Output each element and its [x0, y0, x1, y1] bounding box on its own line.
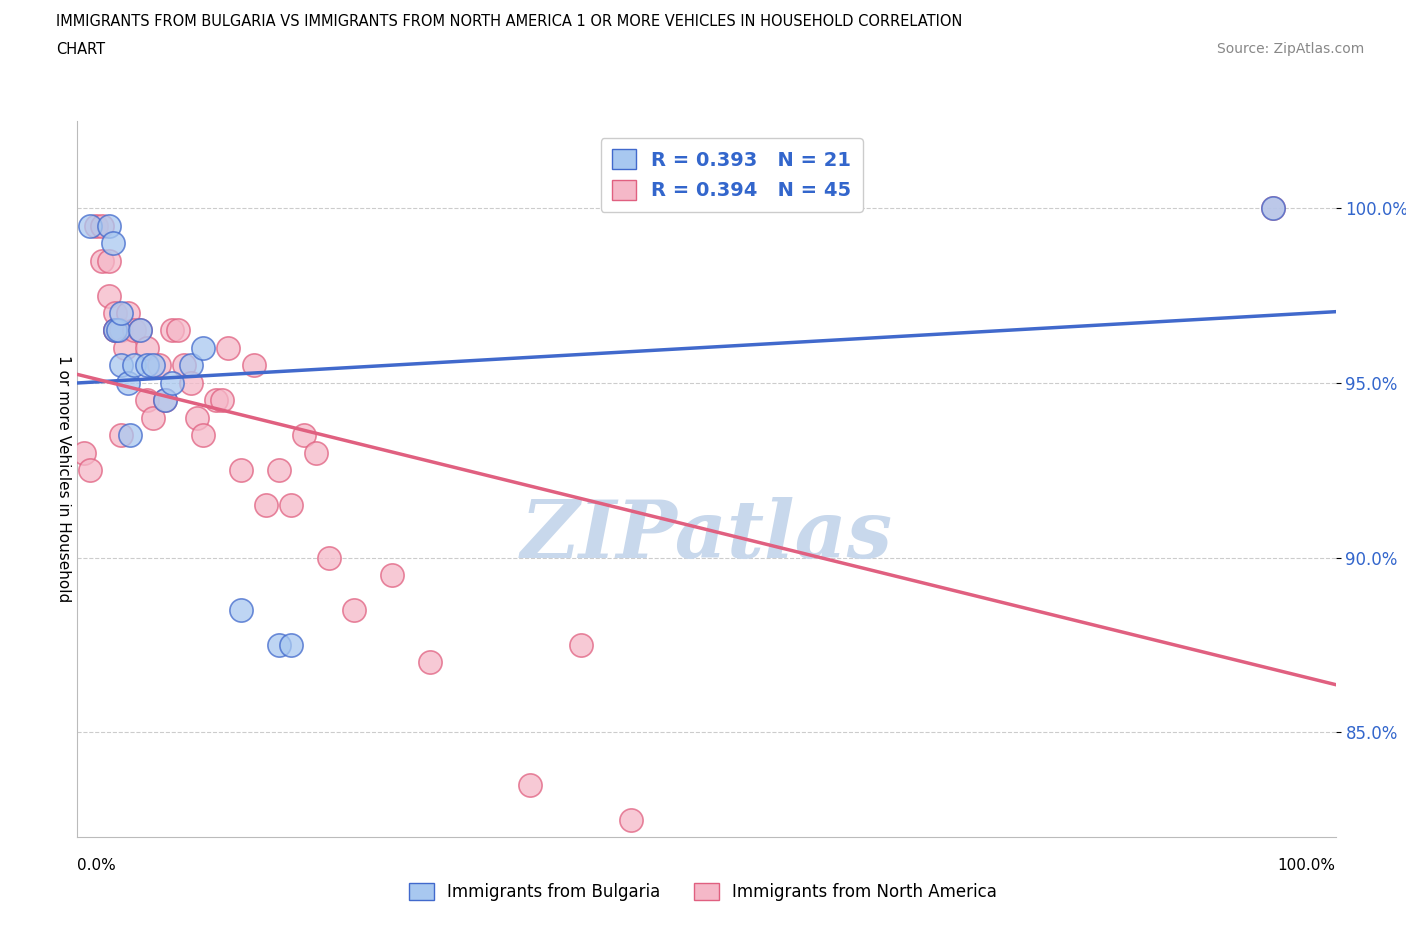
Point — [180, 376, 202, 391]
Point — [519, 777, 541, 792]
Text: IMMIGRANTS FROM BULGARIA VS IMMIGRANTS FROM NORTH AMERICA 1 OR MORE VEHICLES IN : IMMIGRANTS FROM BULGARIA VS IMMIGRANTS F… — [56, 14, 963, 29]
Point — [305, 445, 328, 460]
Point — [135, 392, 157, 407]
Point — [204, 392, 226, 407]
Point — [79, 463, 101, 478]
Text: 100.0%: 100.0% — [1278, 857, 1336, 872]
Point — [173, 358, 195, 373]
Point — [343, 603, 366, 618]
Legend: R = 0.393   N = 21, R = 0.394   N = 45: R = 0.393 N = 21, R = 0.394 N = 45 — [600, 138, 863, 212]
Point — [129, 323, 152, 338]
Point — [569, 637, 592, 652]
Point — [110, 428, 132, 443]
Point — [155, 392, 177, 407]
Point — [292, 428, 315, 443]
Point — [101, 235, 124, 250]
Point — [211, 392, 233, 407]
Point — [97, 219, 120, 233]
Point — [229, 603, 252, 618]
Text: ZIPatlas: ZIPatlas — [520, 498, 893, 575]
Point — [1261, 201, 1284, 216]
Y-axis label: 1 or more Vehicles in Household: 1 or more Vehicles in Household — [56, 355, 72, 603]
Point — [419, 655, 441, 670]
Point — [122, 358, 145, 373]
Point — [114, 340, 136, 355]
Point — [117, 376, 139, 391]
Point — [79, 219, 101, 233]
Point — [122, 323, 145, 338]
Point — [110, 306, 132, 321]
Legend: Immigrants from Bulgaria, Immigrants from North America: Immigrants from Bulgaria, Immigrants fro… — [402, 876, 1004, 908]
Point — [142, 410, 165, 425]
Point — [104, 323, 127, 338]
Text: Source: ZipAtlas.com: Source: ZipAtlas.com — [1216, 42, 1364, 56]
Point — [129, 323, 152, 338]
Point — [155, 392, 177, 407]
Point — [120, 428, 142, 443]
Point — [229, 463, 252, 478]
Point — [160, 376, 183, 391]
Point — [110, 358, 132, 373]
Point — [104, 323, 127, 338]
Point — [254, 498, 277, 512]
Point — [180, 358, 202, 373]
Point — [1261, 201, 1284, 216]
Point — [104, 323, 127, 338]
Point — [280, 498, 302, 512]
Point — [117, 306, 139, 321]
Point — [620, 812, 643, 827]
Point — [267, 463, 290, 478]
Point — [142, 358, 165, 373]
Point — [381, 567, 404, 582]
Point — [191, 340, 215, 355]
Point — [186, 410, 208, 425]
Point — [217, 340, 239, 355]
Point — [97, 288, 120, 303]
Point — [135, 340, 157, 355]
Point — [84, 219, 107, 233]
Point — [280, 637, 302, 652]
Point — [91, 253, 114, 268]
Point — [91, 219, 114, 233]
Point — [267, 637, 290, 652]
Point — [318, 551, 340, 565]
Point — [72, 445, 94, 460]
Text: 0.0%: 0.0% — [77, 857, 117, 872]
Point — [104, 306, 127, 321]
Point — [107, 323, 129, 338]
Point — [110, 323, 132, 338]
Point — [97, 253, 120, 268]
Point — [167, 323, 190, 338]
Text: CHART: CHART — [56, 42, 105, 57]
Point — [160, 323, 183, 338]
Point — [242, 358, 264, 373]
Point — [191, 428, 215, 443]
Point — [135, 358, 157, 373]
Point — [148, 358, 170, 373]
